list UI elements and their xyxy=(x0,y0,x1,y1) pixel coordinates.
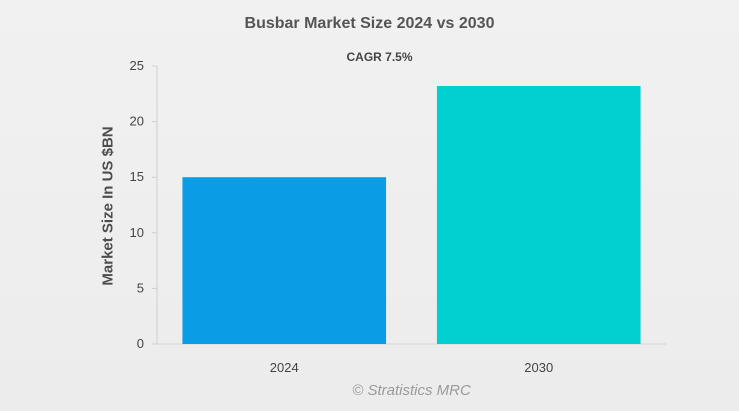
y-tick-label: 10 xyxy=(130,225,144,240)
x-tick-label: 2030 xyxy=(524,360,553,375)
y-tick-label: 5 xyxy=(137,280,144,295)
x-tick-label: 2024 xyxy=(270,360,299,375)
watermark: © Stratistics MRC xyxy=(352,382,471,399)
chart-subtitle: CAGR 7.5% xyxy=(346,50,413,64)
y-tick-label: 20 xyxy=(130,114,144,129)
y-tick-label: 15 xyxy=(130,169,144,184)
bar-2030 xyxy=(436,86,641,345)
chart-title: Busbar Market Size 2024 vs 2030 xyxy=(244,15,495,32)
y-tick-label: 0 xyxy=(137,336,144,351)
bar-2024 xyxy=(182,177,387,344)
y-tick-label: 25 xyxy=(130,58,144,73)
